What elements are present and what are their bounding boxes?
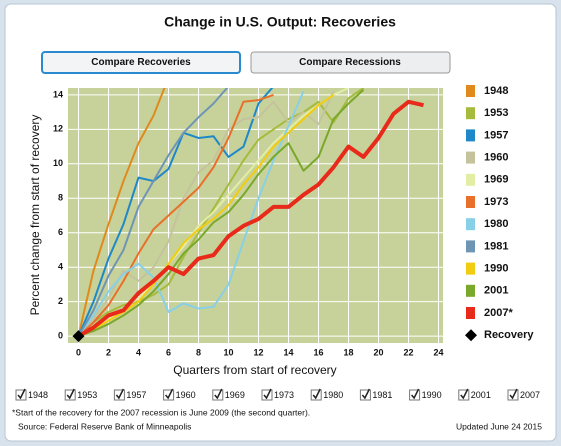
legend-swatch (466, 240, 475, 253)
legend-label: 1953 (484, 107, 508, 119)
recovery-marker (72, 330, 85, 343)
legend-label: 1960 (484, 152, 508, 164)
button[interactable] (41, 51, 241, 74)
checkbox-label[interactable]: 1980 (323, 390, 343, 400)
y-tick-label: 12 (53, 124, 63, 134)
legend-label: 1990 (484, 263, 508, 275)
series-line (77, 88, 229, 337)
x-tick-label: 20 (373, 347, 383, 357)
series-line (78, 94, 335, 338)
series-line (77, 91, 305, 337)
legend-swatch (466, 151, 475, 164)
checkmark (115, 388, 125, 400)
checkbox-label[interactable]: 1981 (372, 390, 392, 400)
checkbox[interactable] (113, 389, 125, 401)
y-tick-label: 8 (58, 193, 63, 203)
legend-label: 1980 (484, 218, 508, 230)
x-tick-label: 22 (403, 347, 413, 357)
checkbox-label[interactable]: 1960 (176, 390, 196, 400)
checkmark (509, 388, 518, 400)
legend-label: 1948 (484, 85, 508, 97)
checkbox[interactable] (409, 389, 421, 401)
checkbox[interactable] (507, 389, 519, 401)
x-tick-label: 0 (76, 347, 81, 357)
legend-swatch (466, 307, 475, 319)
legend-label: Recovery (484, 329, 534, 341)
checkmark (263, 388, 272, 400)
checkbox[interactable] (15, 389, 27, 401)
checkmark (460, 388, 469, 400)
legend-swatch (466, 85, 475, 97)
checkbox-label[interactable]: 2007 (520, 390, 540, 400)
legend-label: 1981 (484, 240, 508, 252)
legend-marker (465, 329, 477, 342)
legend-swatch (466, 173, 475, 186)
button-label[interactable]: Compare Recoveries (91, 57, 191, 68)
series-line (77, 88, 166, 337)
button[interactable] (250, 51, 451, 74)
y-axis-label: Percent change from start of recovery (28, 115, 42, 316)
x-tick-label: 4 (136, 347, 141, 357)
checkmark (361, 388, 371, 400)
checkbox-label[interactable]: 1990 (422, 390, 442, 400)
checkbox-label[interactable]: 1969 (225, 390, 245, 400)
x-axis-label: Quarters from start of recovery (173, 363, 336, 377)
y-tick-label: 4 (58, 262, 63, 272)
legend-swatch (466, 218, 475, 231)
checkbox[interactable] (310, 389, 322, 401)
footnote: *Start of the recovery for the 2007 rece… (12, 407, 310, 417)
y-tick-label: 6 (58, 227, 63, 237)
legend-label: 2001 (484, 285, 508, 297)
updated: Updated June 24 2015 (456, 421, 542, 431)
x-tick-label: 18 (343, 347, 353, 357)
checkmark (312, 388, 321, 400)
series-line (78, 88, 365, 338)
x-tick-label: 6 (166, 347, 171, 357)
legend-swatch (466, 107, 475, 120)
y-tick-label: 0 (58, 330, 63, 340)
x-tick-label: 2 (106, 347, 111, 357)
checkbox-label[interactable]: 1973 (274, 390, 294, 400)
y-tick-label: 14 (53, 89, 63, 99)
checkbox[interactable] (64, 389, 76, 401)
series-line (77, 88, 274, 337)
checkbox-label[interactable]: 2001 (471, 390, 491, 400)
x-tick-label: 24 (433, 347, 443, 357)
y-tick-label: 10 (53, 158, 63, 168)
button-label[interactable]: Compare Recessions (299, 57, 401, 68)
checkmark (411, 388, 420, 400)
checkbox[interactable] (359, 389, 371, 401)
legend-label: 1969 (484, 174, 508, 186)
chart-title: Change in U.S. Output: Recoveries (164, 14, 396, 30)
checkbox[interactable] (458, 389, 470, 401)
x-tick-label: 10 (223, 347, 233, 357)
checkmark (214, 388, 223, 400)
checkmark (17, 388, 26, 400)
source: Source: Federal Reserve Bank of Minneapo… (18, 421, 191, 431)
x-tick-label: 14 (283, 347, 293, 357)
legend-swatch (466, 284, 475, 297)
legend-label: 1973 (484, 196, 508, 208)
checkbox[interactable] (261, 389, 273, 401)
checkbox-label[interactable]: 1953 (77, 390, 97, 400)
x-tick-label: 12 (253, 347, 263, 357)
y-tick-label: 2 (58, 296, 63, 306)
checkbox-label[interactable]: 1957 (126, 390, 146, 400)
series-line (77, 93, 274, 337)
checkmark (66, 388, 75, 400)
legend-swatch (466, 262, 475, 275)
checkbox-label[interactable]: 1948 (28, 390, 48, 400)
legend-label: 1957 (484, 129, 508, 141)
checkmark (165, 388, 174, 400)
series-line (77, 99, 424, 338)
x-tick-label: 8 (196, 347, 201, 357)
checkbox[interactable] (163, 389, 175, 401)
legend-label: 2007* (484, 307, 513, 319)
legend-swatch (466, 196, 475, 208)
legend-swatch (466, 129, 475, 142)
checkbox[interactable] (212, 389, 224, 401)
x-tick-label: 16 (313, 347, 323, 357)
